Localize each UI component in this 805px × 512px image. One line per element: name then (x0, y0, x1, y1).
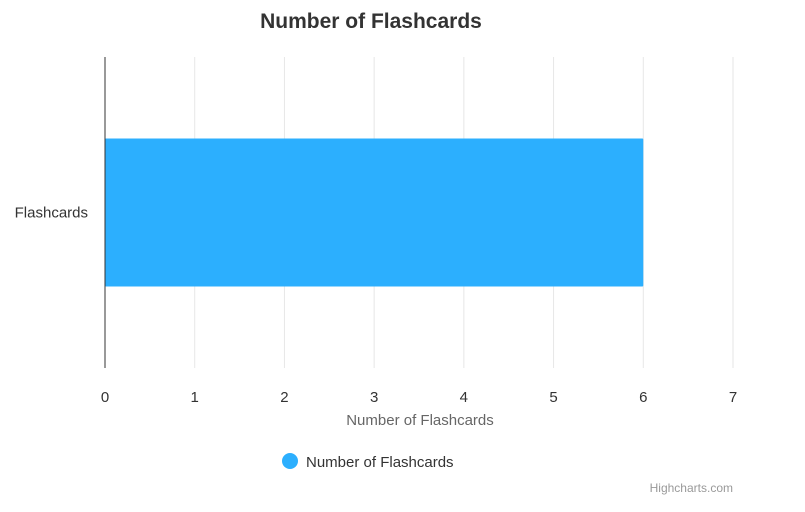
chart-title: Number of Flashcards (260, 10, 482, 33)
x-axis-title: Number of Flashcards (346, 412, 494, 429)
legend-marker[interactable] (282, 453, 298, 469)
legend[interactable]: Number of Flashcards (282, 453, 454, 471)
category-labels: Flashcards (15, 205, 88, 222)
x-tick-label: 2 (280, 389, 288, 406)
x-tick-label: 6 (639, 389, 647, 406)
x-tick-labels: 0 1 2 3 4 5 6 7 (101, 389, 737, 406)
credits-link[interactable]: Highcharts.com (650, 481, 733, 495)
bar[interactable] (105, 138, 644, 287)
x-tick-label: 0 (101, 389, 109, 406)
x-tick-label: 4 (460, 389, 468, 406)
x-tick-label: 5 (549, 389, 557, 406)
legend-label[interactable]: Number of Flashcards (306, 454, 454, 471)
category-label: Flashcards (15, 205, 88, 222)
x-tick-label: 7 (729, 389, 737, 406)
x-tick-label: 3 (370, 389, 378, 406)
x-tick-label: 1 (191, 389, 199, 406)
bars (105, 138, 644, 287)
